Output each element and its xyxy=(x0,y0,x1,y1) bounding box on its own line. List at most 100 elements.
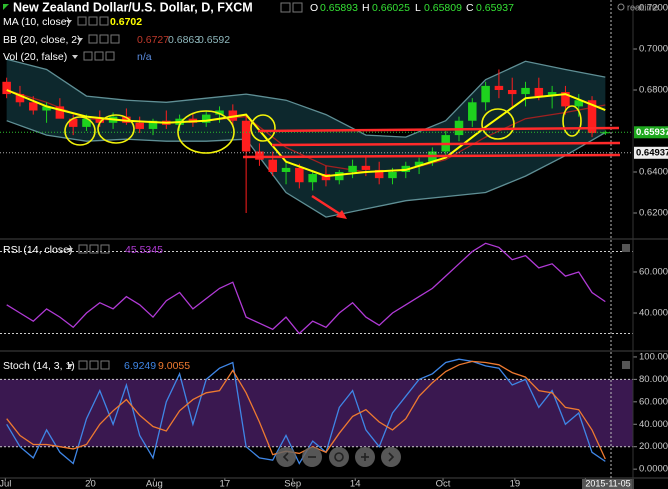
indicator-icons[interactable] xyxy=(77,16,109,26)
collapse-icon[interactable] xyxy=(3,4,9,10)
ohlc-value: 0.66025 xyxy=(372,2,410,14)
ohlc-label: C xyxy=(466,2,474,14)
series-line xyxy=(6,242,606,335)
nav-button[interactable] xyxy=(329,447,349,467)
dropdown-icon[interactable] xyxy=(77,38,83,42)
nav-button[interactable] xyxy=(276,447,296,467)
x-tick-label: Jul xyxy=(0,479,11,489)
x-tick-label: 14 xyxy=(350,479,361,489)
trend-line xyxy=(257,126,620,133)
last-price-box xyxy=(634,126,668,139)
y-tick-label: 40.0000 xyxy=(639,419,668,430)
cursor-date: 2015-11-05 xyxy=(585,478,630,488)
candle-body xyxy=(255,151,264,160)
nav-glyphs xyxy=(282,452,395,462)
ellipse xyxy=(562,105,582,137)
dropdown-icon[interactable] xyxy=(67,364,73,368)
candle-body xyxy=(507,89,517,95)
marker-price-label: 0.64937 xyxy=(636,147,668,158)
indicator-name: MA (10, close) xyxy=(3,16,70,28)
title-icons[interactable] xyxy=(280,2,303,13)
y-tick-label: 80.0000 xyxy=(639,374,668,385)
indicator-name: BB (20, close, 2) xyxy=(3,34,81,46)
ohlc-label: L xyxy=(415,2,421,14)
x-tick-label: Sep xyxy=(284,479,301,489)
marker-price-box xyxy=(634,146,668,159)
y-tick-label: 20.0000 xyxy=(639,441,668,452)
indicator-name: Vol (20, false) xyxy=(3,51,67,63)
nav-button[interactable] xyxy=(381,447,401,467)
candle-body xyxy=(587,100,597,134)
candle-body xyxy=(29,102,38,111)
bb-line xyxy=(6,58,606,138)
trend-lines xyxy=(242,126,621,219)
indicator-icons[interactable] xyxy=(78,244,110,254)
candle-body xyxy=(201,114,211,123)
y-tick-label: 60.0000 xyxy=(639,267,668,278)
indicator-value: 45.5345 xyxy=(125,244,163,256)
level-band xyxy=(0,379,633,447)
panel-icon[interactable] xyxy=(622,244,630,252)
ellipse xyxy=(481,108,515,140)
candle-body xyxy=(521,87,530,95)
candle-body xyxy=(68,118,78,127)
candle-body xyxy=(148,120,158,129)
indicator-icons[interactable] xyxy=(83,51,115,61)
candle-body xyxy=(414,161,424,166)
candle-body xyxy=(15,94,25,103)
status-icon xyxy=(617,3,625,11)
indicator-icons[interactable] xyxy=(78,360,110,370)
dropdown-icon[interactable] xyxy=(72,55,78,59)
candle-body xyxy=(215,110,224,115)
candle-body xyxy=(55,106,65,119)
indicator-value: 0.6863 xyxy=(168,34,200,46)
indicator-value: 0.6727 xyxy=(137,34,169,46)
panel-icon[interactable] xyxy=(622,361,630,369)
dropdown-icon[interactable] xyxy=(66,20,72,24)
candle-body xyxy=(574,100,583,107)
trend-line xyxy=(271,141,621,147)
cursor-date-box xyxy=(582,479,634,489)
candle-body xyxy=(228,110,238,121)
candle-body xyxy=(454,120,464,136)
candle-body xyxy=(241,120,251,152)
ma-line xyxy=(6,89,606,178)
candle-body xyxy=(42,106,51,111)
candle-body xyxy=(374,169,384,179)
candle-body xyxy=(308,174,317,183)
indicator-value: 9.0055 xyxy=(158,360,190,372)
candle-body xyxy=(601,132,610,134)
bb-band xyxy=(6,59,606,218)
candle-body xyxy=(468,102,477,121)
candle-body xyxy=(561,92,570,107)
candle-body xyxy=(95,118,105,123)
status: realtime xyxy=(627,2,659,12)
candle-body xyxy=(494,85,504,90)
y-tick-label: 60.0000 xyxy=(639,396,668,407)
annotations xyxy=(64,105,582,154)
arrow xyxy=(311,194,344,218)
x-tick-label: Oct xyxy=(436,479,451,489)
indicator-icons[interactable] xyxy=(88,34,120,44)
x-tick-label: 19 xyxy=(510,479,521,489)
candle-body xyxy=(82,118,91,127)
y-tick-label: 0.0000 xyxy=(639,464,668,475)
candle-body xyxy=(321,174,331,181)
ellipse xyxy=(97,114,135,144)
indicator-value: 0.6702 xyxy=(110,16,142,28)
indicator-value: 6.9249 xyxy=(124,360,156,372)
last-price-label: 0.65937 xyxy=(636,127,668,138)
indicator-value: n/a xyxy=(137,51,152,63)
ohlc-label: H xyxy=(362,2,370,14)
dropdown-icon[interactable] xyxy=(67,248,73,252)
arrow-head xyxy=(336,210,347,219)
candle-body xyxy=(547,92,557,97)
ellipse xyxy=(250,114,276,142)
ohlc-value: 0.65893 xyxy=(320,2,358,14)
